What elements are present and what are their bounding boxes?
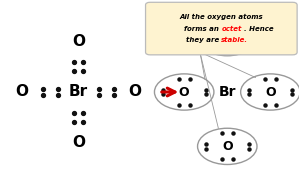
Text: O: O (129, 84, 142, 100)
Text: octet: octet (221, 26, 242, 32)
Text: O: O (72, 135, 85, 150)
Circle shape (154, 74, 214, 110)
Circle shape (198, 20, 257, 56)
Text: O: O (265, 86, 276, 98)
Text: they are: they are (186, 37, 221, 43)
Text: O: O (72, 34, 85, 49)
Text: Br: Br (218, 85, 236, 99)
Text: forms an: forms an (184, 26, 221, 32)
Circle shape (198, 128, 257, 164)
Text: O: O (222, 140, 232, 153)
Text: All the oxygen atoms: All the oxygen atoms (179, 14, 263, 20)
Text: O: O (16, 84, 29, 100)
Text: stable.: stable. (221, 37, 248, 43)
Text: Br: Br (69, 84, 88, 100)
Circle shape (241, 74, 300, 110)
FancyBboxPatch shape (146, 2, 297, 55)
Text: . Hence: . Hence (244, 26, 273, 32)
Text: O: O (179, 86, 190, 98)
Text: O: O (222, 31, 232, 44)
